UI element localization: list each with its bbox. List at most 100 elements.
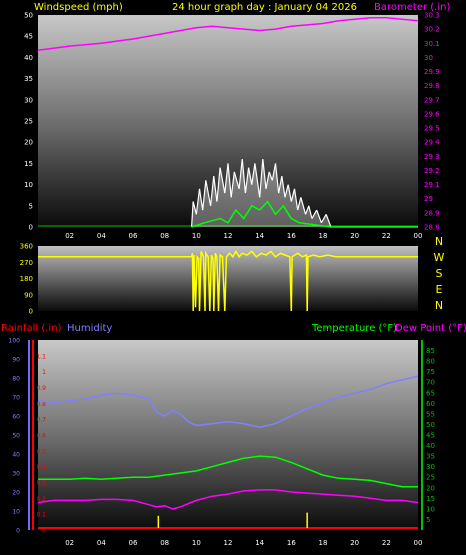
temperature-tick-label: 35 [426, 453, 435, 461]
x-tick-label: 12 [224, 232, 233, 240]
x-tick-label: 14 [255, 539, 264, 547]
wind-speed-area [191, 159, 331, 227]
wind-speed-mark [271, 163, 277, 181]
rainfall-tick-label: 0.7 [36, 417, 46, 424]
humidity-tick-label: 20 [12, 490, 20, 497]
barometer-tick-label: 30.2 [424, 26, 440, 34]
rainfall-tick-label: 0.4 [36, 464, 46, 471]
wind-speed-mark [254, 163, 261, 198]
x-tick-label: 08 [160, 232, 169, 240]
temperature-tick-label: 5 [426, 516, 430, 524]
wind-speed-mark [259, 159, 264, 198]
wind-speed-mark [290, 188, 296, 202]
wind-speed-mark [213, 176, 218, 202]
humidity-tick-label: 90 [12, 357, 20, 364]
x-tick-label: 16 [287, 232, 296, 240]
x-tick-label: 10 [192, 539, 201, 547]
barometer-tick-label: 29.3 [424, 153, 440, 161]
temperature-tick-label: 85 [426, 347, 435, 355]
compass-label: E [436, 283, 443, 296]
wind-tick-label: 5 [29, 202, 33, 210]
wind-tick-label: 10 [24, 181, 33, 189]
x-tick-label: 08 [160, 539, 169, 547]
humidity-label: Humidity [67, 323, 112, 334]
rainfall-tick-label: 0.3 [36, 480, 46, 487]
bottom-panel-background [38, 340, 418, 530]
rainfall-tick-label: 0.9 [36, 385, 46, 392]
wind-speed-mark [278, 176, 283, 194]
wind-tick-label: 15 [24, 160, 33, 168]
barometer-tick-label: 30.1 [424, 40, 440, 48]
wind-tick-label: 45 [24, 33, 33, 41]
temperature-tick-label: 70 [426, 379, 435, 387]
wind-tick-label: 50 [24, 12, 33, 20]
wind-speed-mark [190, 201, 194, 228]
wind-direction-line [38, 249, 418, 312]
rainfall-tick-label: 1 [42, 369, 46, 376]
rainfall-label: Rainfall (.in) [1, 323, 62, 334]
wind-panel-background [38, 15, 418, 227]
wind-speed-mark [230, 171, 235, 198]
barometer-tick-label: 28.9 [424, 209, 440, 217]
barometer-tick-label: 29.5 [424, 125, 440, 133]
humidity-tick-label: 30 [12, 471, 20, 478]
temperature-tick-label: 80 [426, 358, 435, 366]
temperature-tick-label: 20 [426, 484, 435, 492]
rainfall-tick-label: 0.6 [36, 433, 46, 440]
barometer-tick-label: 30 [424, 54, 433, 62]
x-tick-label: 22 [382, 539, 391, 547]
temperature-tick-label: 75 [426, 368, 435, 376]
barometer-tick-label: 29.7 [424, 96, 440, 104]
temperature-tick-label: 65 [426, 389, 435, 397]
x-tick-label: 00 [414, 232, 423, 240]
dewpoint-line [37, 489, 419, 510]
wind-tick-label: 20 [24, 139, 33, 147]
humidity-tick-label: 0 [16, 528, 20, 535]
temperature-label: Temperature (°F) [311, 323, 397, 334]
barometer-tick-label: 29 [424, 195, 433, 203]
wind-speed-mark [216, 167, 221, 202]
wind-speed-mark [300, 197, 307, 215]
x-tick-label: 22 [382, 232, 391, 240]
humidity-tick-label: 50 [12, 433, 20, 440]
x-tick-label: 04 [97, 539, 106, 547]
compass-label: N [435, 299, 443, 312]
wind-speed-mark [224, 163, 229, 194]
wind-speed-mark [274, 163, 280, 194]
temperature-tick-label: 55 [426, 410, 435, 418]
humidity-tick-label: 80 [12, 376, 20, 383]
barometer-tick-label: 29.1 [424, 181, 440, 189]
wind-speed-mark [244, 167, 250, 194]
x-tick-label: 00 [414, 539, 423, 547]
x-tick-label: 06 [129, 539, 138, 547]
dewpoint-label: Dew Point (°F) [395, 323, 466, 334]
compass-label: W [434, 251, 445, 264]
barometer-tick-label: 29.6 [424, 110, 440, 118]
x-tick-label: 18 [319, 232, 328, 240]
x-tick-label: 20 [350, 539, 359, 547]
x-tick-label: 02 [65, 232, 74, 240]
compass-label: N [435, 235, 443, 248]
wind-speed-mark [293, 188, 299, 211]
humidity-tick-label: 60 [12, 414, 20, 421]
wind-speed-mark [265, 171, 270, 189]
wind-speed-mark [205, 180, 212, 206]
temperature-tick-label: 10 [426, 505, 435, 513]
wind-speed-mark [308, 205, 313, 219]
temperature-tick-label: 45 [426, 432, 435, 440]
barometer-axis-title: Barometer (.in) [374, 2, 450, 13]
barometer-tick-label: 28.8 [424, 224, 440, 232]
wind-speed-mark [281, 176, 286, 198]
barometer-tick-label: 29.8 [424, 82, 440, 90]
wind-speed-mark [195, 188, 201, 215]
direction-tick-label: 270 [20, 259, 33, 267]
direction-tick-label: 180 [20, 275, 33, 283]
barometer-tick-label: 30.3 [424, 12, 440, 20]
direction-tick-label: 0 [29, 308, 33, 316]
wind-speed-mark [305, 205, 310, 215]
barometer-tick-label: 29.9 [424, 68, 440, 76]
wind-speed-mark [268, 171, 273, 181]
x-tick-label: 02 [65, 539, 74, 547]
wind-speed-mark [297, 197, 302, 211]
